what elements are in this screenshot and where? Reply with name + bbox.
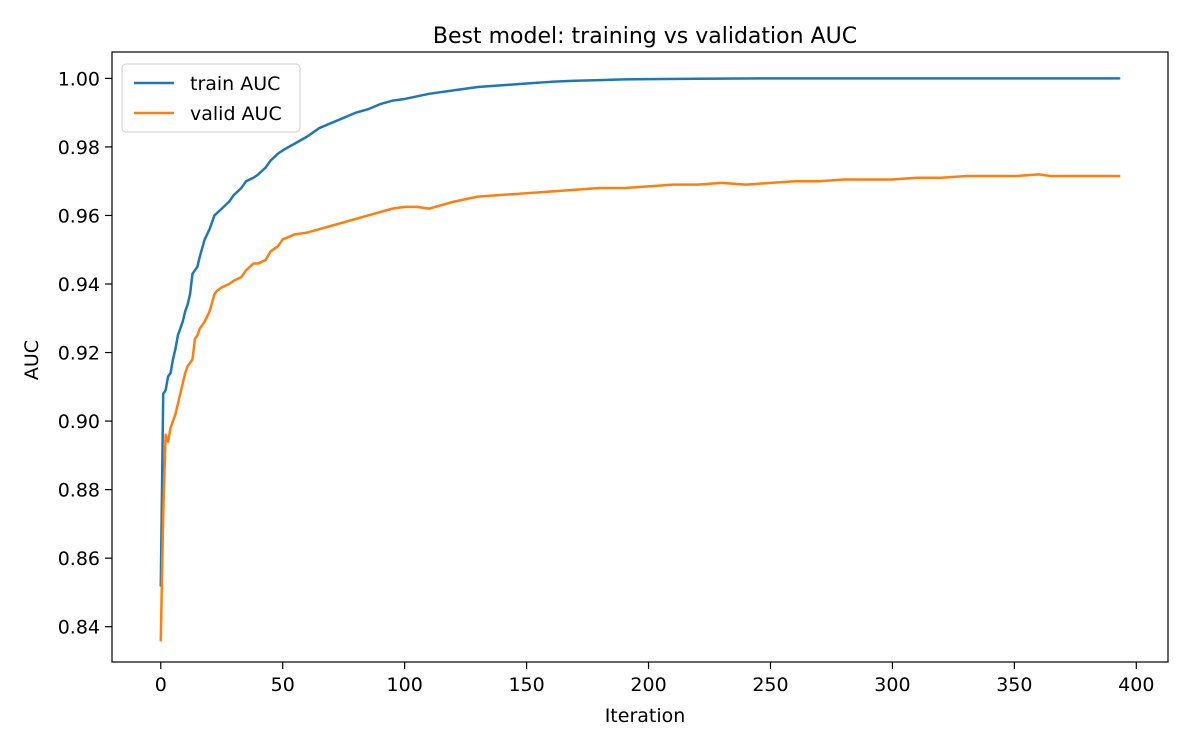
x-tick-label: 200 [630, 674, 666, 696]
valid-auc-line [159, 173, 1121, 642]
legend-label-valid: valid AUC [190, 103, 282, 125]
y-axis-title: AUC [21, 340, 43, 380]
y-tick-label: 0.98 [58, 137, 100, 159]
legend-label-train: train AUC [190, 73, 280, 95]
x-axis: 0 50 100 150 200 250 300 350 400 [155, 662, 1154, 696]
x-tick-label: 400 [1118, 674, 1154, 696]
y-tick-label: 0.94 [58, 274, 100, 296]
y-tick-label: 1.00 [58, 68, 100, 90]
y-tick-label: 0.96 [58, 205, 100, 227]
x-tick-label: 50 [271, 674, 295, 696]
y-tick-label: 0.88 [58, 480, 100, 502]
x-tick-label: 100 [387, 674, 423, 696]
plot-area-frame [111, 51, 1169, 663]
x-axis-title: Iteration [605, 705, 686, 727]
chart-title: Best model: training vs validation AUC [433, 24, 857, 49]
x-tick-label: 300 [874, 674, 910, 696]
x-tick-label: 150 [508, 674, 544, 696]
train-auc-line [159, 77, 1121, 587]
series-layer [159, 77, 1121, 642]
legend-frame [121, 63, 301, 133]
y-axis: 0.84 0.86 0.88 0.90 0.92 0.94 0.96 0.98 1.00 [58, 68, 112, 639]
y-tick-label: 0.92 [58, 343, 100, 365]
x-tick-label: 250 [752, 674, 788, 696]
x-tick-label: 0 [155, 674, 167, 696]
x-tick-label: 350 [996, 674, 1032, 696]
y-tick-label: 0.86 [58, 548, 100, 570]
y-tick-label: 0.84 [58, 617, 100, 639]
legend: train AUC valid AUC [121, 63, 301, 133]
y-tick-label: 0.90 [58, 411, 100, 433]
